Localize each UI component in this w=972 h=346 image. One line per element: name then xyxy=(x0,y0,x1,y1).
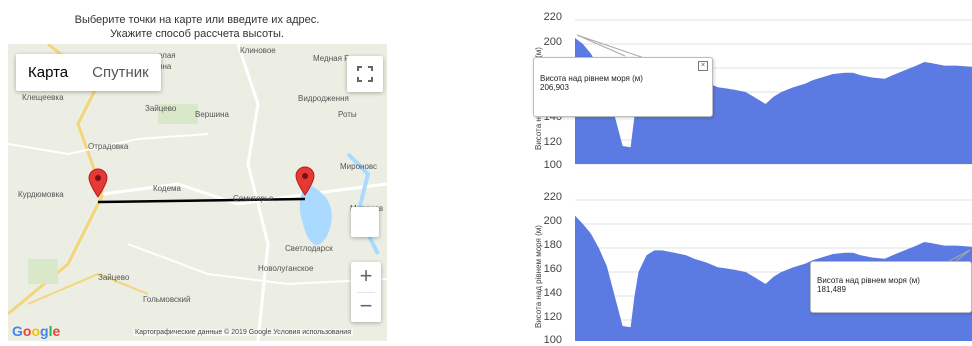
tooltip-value: 206,903 xyxy=(540,83,569,92)
y-tick: 180 xyxy=(543,239,562,251)
zoom-control: + − xyxy=(351,262,381,322)
y-tick: 100 xyxy=(543,334,562,346)
end-marker-icon[interactable] xyxy=(295,166,315,196)
map-label: ина xyxy=(158,62,172,71)
map-attribution[interactable]: Картографические данные © 2019 Google Ус… xyxy=(133,329,353,336)
map-label: Клещеевка xyxy=(22,93,64,102)
tooltip-value: 181,489 xyxy=(817,285,846,294)
zoom-out-button[interactable]: − xyxy=(359,293,373,318)
map-label: Зайцево xyxy=(98,273,130,282)
map-label: Светлодарск xyxy=(285,244,333,253)
map-label: Медная Руда xyxy=(313,54,363,63)
instructions-line-1: Выберите точки на карте или введите их а… xyxy=(74,14,320,26)
instructions-line-2: Укажите способ рассчета высоты. xyxy=(110,28,284,40)
map-base[interactable] xyxy=(8,44,387,341)
map-label: Семигорье xyxy=(233,194,274,203)
tooltip-label: Висота над рівнем моря (м) xyxy=(817,276,920,285)
map-label: Мироновс xyxy=(340,162,378,171)
elevation-chart-2[interactable]: 220 200 180 160 140 120 100 Висота над р… xyxy=(530,188,972,346)
elevation-area-series[interactable] xyxy=(575,38,972,164)
tooltip-close-icon[interactable]: × xyxy=(698,61,708,71)
fullscreen-button[interactable] xyxy=(347,56,383,92)
y-tick: 200 xyxy=(543,215,562,227)
map-label: Новолуганское xyxy=(258,264,314,273)
map-label: Гольмовский xyxy=(143,295,191,304)
map-label: Видродження xyxy=(298,94,349,103)
map-label: Вершина xyxy=(195,110,229,119)
y-tick: 160 xyxy=(543,263,562,275)
y-tick: 140 xyxy=(543,287,562,299)
map-label: Кодема xyxy=(153,184,181,193)
map-label: Роты xyxy=(338,110,357,119)
y-tick: 220 xyxy=(543,191,562,203)
street-view-button[interactable] xyxy=(351,207,379,237)
zoom-divider xyxy=(357,292,375,293)
chart-1-tooltip: × Висота над рівнем моря (м) 206,903 xyxy=(533,57,713,117)
map-label: елая xyxy=(158,51,176,60)
map-label: Клиновое xyxy=(240,46,276,55)
instructions: Выберите точки на карте или введите их а… xyxy=(8,13,386,41)
tooltip-pointer xyxy=(939,249,971,267)
y-axis-label: Висота над рівнем моря (м) xyxy=(534,225,543,328)
map-type-satellite-button[interactable]: Спутник xyxy=(92,64,149,81)
y-tick: 120 xyxy=(543,136,562,148)
y-tick: 220 xyxy=(543,11,562,23)
start-marker-icon[interactable] xyxy=(88,168,108,198)
y-tick: 200 xyxy=(543,36,562,48)
y-tick: 120 xyxy=(543,311,562,323)
map-label: Курдюмовка xyxy=(18,190,64,199)
map-panel[interactable]: Клиновое Медная Руда елая ина Клещеевка … xyxy=(8,44,387,341)
map-label: Отрадовка xyxy=(88,142,129,151)
map-type-map-button[interactable]: Карта xyxy=(28,64,69,81)
map-type-control: Карта Спутник xyxy=(16,54,161,91)
tooltip-pointer xyxy=(576,34,651,61)
fullscreen-icon xyxy=(357,66,373,82)
zoom-in-button[interactable]: + xyxy=(359,263,373,288)
y-tick: 100 xyxy=(543,159,562,171)
elevation-chart-1[interactable]: 220 200 180 160 140 120 100 Висота над р… xyxy=(530,8,972,178)
map-label: Зайцево xyxy=(145,104,177,113)
tooltip-label: Висота над рівнем моря (м) xyxy=(540,74,643,83)
chart-2-tooltip: Висота над рівнем моря (м) 181,489 xyxy=(810,261,972,313)
google-logo[interactable]: Google xyxy=(12,323,61,339)
